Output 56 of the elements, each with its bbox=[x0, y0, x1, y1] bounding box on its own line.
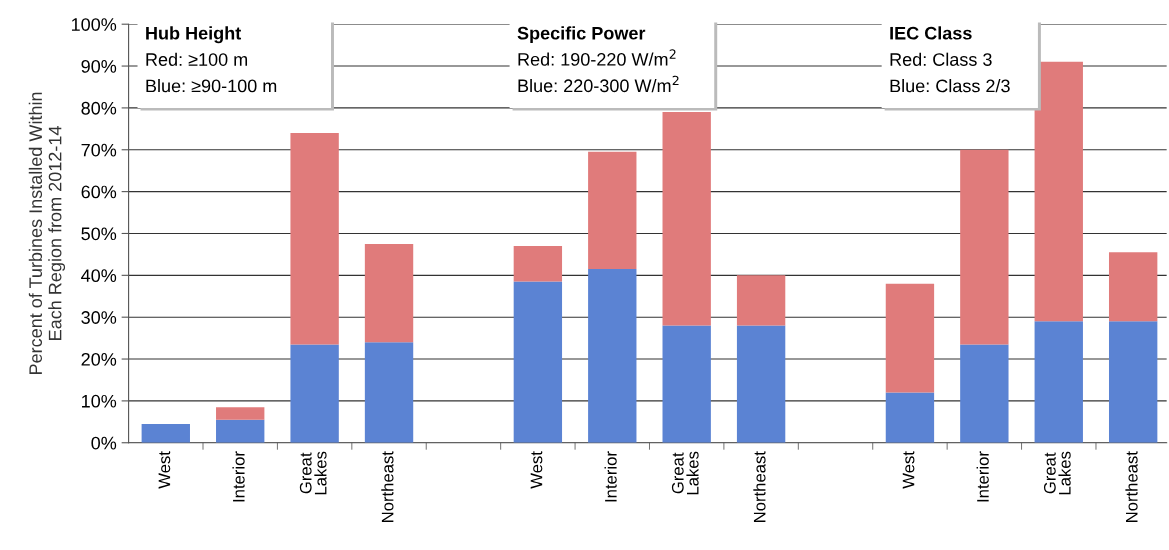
x-tick-label: Interior bbox=[976, 451, 989, 502]
bar bbox=[1108, 252, 1158, 322]
bar bbox=[885, 283, 935, 393]
bar bbox=[290, 344, 339, 443]
bar bbox=[364, 243, 414, 343]
x-tick-label: West bbox=[158, 451, 171, 489]
bar bbox=[513, 246, 563, 282]
bar bbox=[588, 151, 637, 270]
annotation: Red: 190-220 W/m$^{2}$ bbox=[518, 49, 676, 66]
bar bbox=[290, 133, 339, 345]
bar bbox=[364, 342, 414, 443]
bar bbox=[736, 325, 786, 443]
annotation: Red: ≥100 m bbox=[146, 52, 248, 66]
y-tick-label: 100% bbox=[71, 18, 117, 31]
x-tick-label: Interior bbox=[232, 451, 245, 502]
x-tick-label: Northeast bbox=[753, 451, 766, 522]
bar bbox=[1034, 61, 1083, 322]
bar bbox=[960, 344, 1009, 443]
bar bbox=[588, 269, 637, 443]
y-tick-label: 20% bbox=[81, 352, 117, 366]
bar bbox=[513, 281, 563, 443]
annotation: Blue: 220-300 W/m$^{2}$ bbox=[518, 75, 679, 93]
x-tick-label: Great Lakes bbox=[1043, 451, 1071, 495]
annotation: IEC Class bbox=[890, 26, 972, 40]
y-axis-title: Percent of Turbines Installed Within Each Region from 2012-14 bbox=[28, 92, 66, 374]
annotation: Blue: Class 2/3 bbox=[890, 79, 1010, 93]
y-tick-label: 90% bbox=[81, 59, 117, 73]
y-tick-label: 70% bbox=[81, 143, 117, 157]
y-tick-label: 0% bbox=[91, 436, 117, 450]
bar bbox=[216, 407, 265, 420]
y-tick-label: 80% bbox=[81, 101, 117, 115]
y-tick-label: 40% bbox=[81, 269, 117, 283]
bar bbox=[662, 325, 711, 443]
y-tick-label: 60% bbox=[81, 185, 117, 199]
y-tick-label: 30% bbox=[81, 311, 117, 324]
x-tick-label: Great Lakes bbox=[671, 451, 699, 495]
bar bbox=[141, 423, 190, 443]
bar bbox=[662, 112, 711, 326]
y-tick-label: 10% bbox=[82, 394, 117, 408]
annotation: Specific Power bbox=[517, 26, 646, 44]
x-tick-label: West bbox=[902, 451, 915, 489]
bar bbox=[960, 149, 1009, 345]
x-tick-label: Northeast bbox=[1125, 451, 1138, 522]
x-tick-label: West bbox=[530, 451, 543, 489]
x-tick-label: Interior bbox=[604, 451, 617, 502]
annotation: Blue: ≥90-100 m bbox=[146, 79, 277, 93]
bar bbox=[1034, 321, 1083, 443]
bar bbox=[1108, 321, 1158, 443]
x-tick-label: Northeast bbox=[381, 451, 394, 522]
y-tick-label: 50% bbox=[81, 227, 117, 241]
annotation: Hub Height bbox=[146, 26, 242, 44]
bar bbox=[736, 275, 786, 326]
annotation: Red: Class 3 bbox=[890, 52, 992, 66]
x-tick-label: Great Lakes bbox=[299, 451, 327, 495]
bar bbox=[885, 392, 935, 443]
bar bbox=[216, 419, 265, 443]
